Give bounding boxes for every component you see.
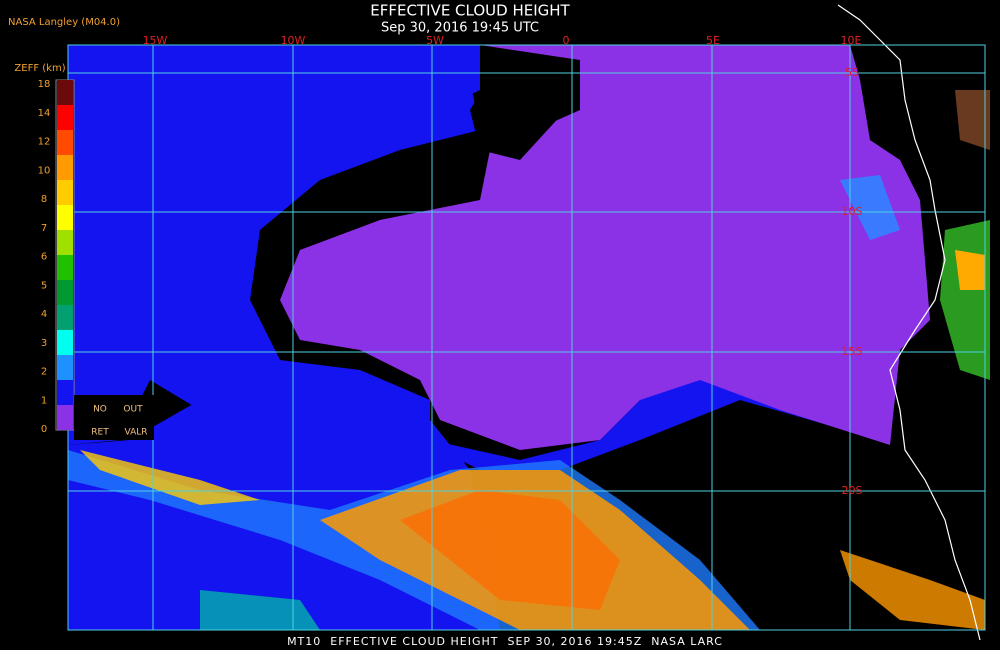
longitude-label: 15W: [143, 34, 168, 47]
title: EFFECTIVE CLOUD HEIGHT: [370, 2, 570, 20]
credit: NASA Langley (M04.0): [8, 17, 120, 28]
colorbar-swatch: [57, 280, 73, 305]
colorbar-label: 12: [38, 137, 51, 148]
colorbar-label: 18: [38, 79, 51, 90]
colorbar-label: 3: [41, 338, 47, 349]
graticule: [68, 45, 985, 630]
colorbar-swatch: [57, 205, 73, 230]
subtitle: Sep 30, 2016 19:45 UTC: [381, 21, 539, 36]
colorbar-swatch: [57, 80, 73, 105]
colorbar-label: 1: [41, 395, 47, 406]
colorbar-swatch: [57, 330, 73, 355]
colorbar-label: 0: [41, 424, 47, 435]
latitude-label: 10S: [842, 205, 863, 218]
cloud-field: [68, 45, 990, 630]
colorbar-label: 5: [41, 280, 47, 291]
colorbar-label: 2: [41, 367, 47, 378]
latitude-label: 5S: [845, 66, 859, 79]
legend-note: OUT: [123, 405, 143, 415]
longitude-label: 5E: [706, 34, 720, 47]
longitude-label: 0: [563, 34, 570, 47]
footer: MT10 EFFECTIVE CLOUD HEIGHT SEP 30, 2016…: [287, 635, 723, 648]
colorbar-swatch: [57, 255, 73, 280]
longitude-label: 5W: [426, 34, 444, 47]
colorbar-label: 10: [38, 165, 51, 176]
colorbar-swatch: [57, 305, 73, 330]
coastline: [837, 4, 981, 641]
legend-note: NO: [93, 405, 107, 415]
colorbar-swatch: [57, 405, 73, 430]
colorbar-label: 4: [41, 309, 47, 320]
legend-note: VALR: [124, 428, 147, 438]
colorbar: [55, 79, 75, 431]
latitude-label: 15S: [842, 345, 863, 358]
colorbar-swatch: [57, 180, 73, 205]
colorbar-label: 14: [38, 108, 51, 119]
legend-box: [74, 395, 154, 440]
colorbar-swatch: [57, 155, 73, 180]
legend-title: ZEFF (km): [14, 63, 65, 74]
colorbar-swatch: [57, 105, 73, 130]
colorbar-swatch: [57, 130, 73, 155]
colorbar-swatch: [57, 230, 73, 255]
colorbar-label: 8: [41, 194, 47, 205]
longitude-label: 10E: [841, 34, 862, 47]
colorbar-label: 7: [41, 223, 47, 234]
legend-note: RET: [91, 428, 109, 438]
latitude-label: 20S: [842, 484, 863, 497]
longitude-label: 10W: [281, 34, 306, 47]
colorbar-swatch: [57, 355, 73, 380]
colorbar-swatch: [57, 380, 73, 405]
colorbar-label: 6: [41, 252, 47, 263]
